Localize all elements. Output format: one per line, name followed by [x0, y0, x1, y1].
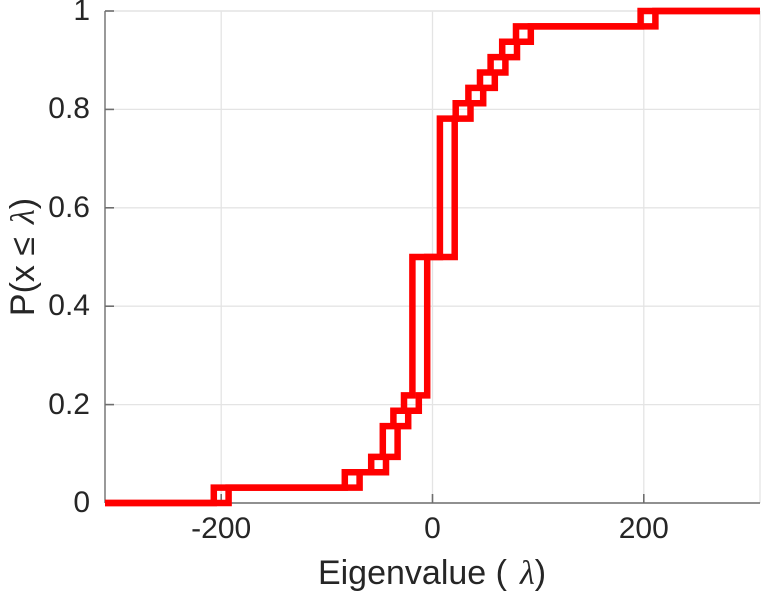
x-tick-label: 0 — [424, 512, 441, 545]
y-tick-label: 0.2 — [48, 387, 90, 421]
x-tick-label: -200 — [191, 512, 252, 545]
x-axis-label-text: Eigenvalue ( — [317, 554, 507, 592]
curve-ecdf-right — [105, 7, 760, 507]
y-tick-label: 0.8 — [48, 92, 90, 126]
y-tick-label: 1 — [73, 0, 90, 27]
y-tick-label: 0.4 — [48, 289, 90, 323]
y-axis-label: P(x ≤λ) — [4, 197, 42, 317]
x-tick-label: 200 — [618, 512, 669, 545]
lambda-symbol: λ — [519, 555, 535, 592]
x-axis-label: Eigenvalue (λ) — [317, 554, 547, 592]
y-tick-label: 0.6 — [48, 190, 90, 224]
y-tick-label: 0 — [73, 486, 90, 519]
